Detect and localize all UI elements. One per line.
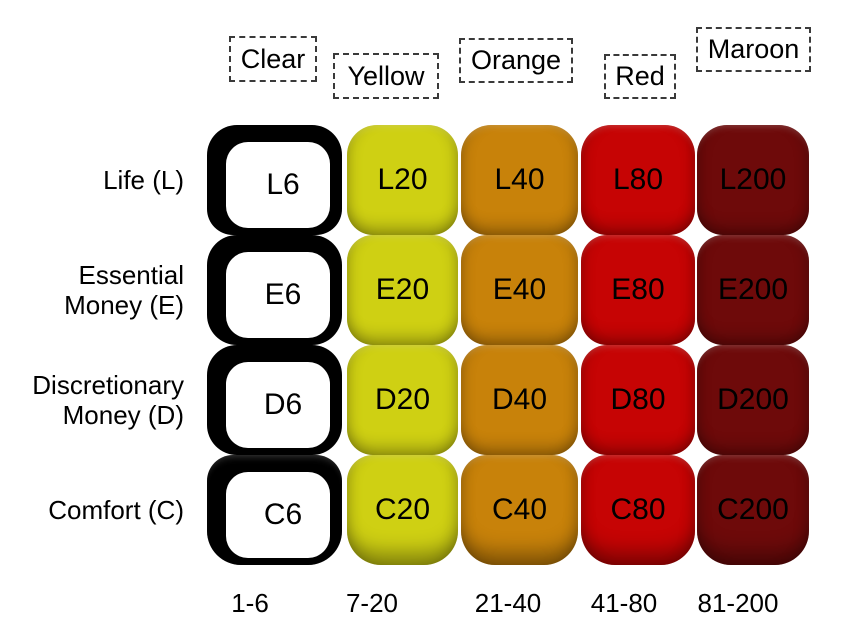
cell-C200: C200 (697, 455, 809, 565)
cell-label: E20 (375, 273, 430, 306)
row-label-essential: Essential Money (E) (64, 259, 184, 320)
column-header-label: Clear (240, 43, 306, 74)
cell-label: D20 (374, 383, 431, 416)
cell-C80: C80 (581, 455, 695, 565)
row-label-discretionary: Discretionary Money (D) (32, 369, 184, 430)
range-label-red: 41-80 (590, 588, 658, 618)
cell-label: L20 (377, 163, 428, 196)
cell-label: E6 (264, 278, 302, 311)
cell-label: C6 (263, 498, 303, 531)
column-header-label: Orange (470, 45, 562, 75)
cell-D20: D20 (347, 345, 458, 455)
cell-C20: C20 (347, 455, 458, 565)
cell-label: L40 (494, 163, 545, 196)
column-header-label: Red (615, 61, 665, 91)
cell-label: D80 (610, 383, 666, 416)
cell-D200: D200 (697, 345, 809, 455)
cell-label: L80 (612, 163, 664, 196)
cell-label: L6 (266, 168, 300, 201)
cell-E20: E20 (347, 235, 458, 345)
cell-D40: D40 (461, 345, 578, 455)
cell-C40: C40 (461, 455, 578, 565)
row-label-comfort: Comfort (C) (48, 494, 184, 525)
cell-L80: L80 (581, 125, 695, 235)
cell-label: C80 (610, 493, 666, 526)
column-header-label: Maroon (707, 34, 800, 64)
range-label-orange: 21-40 (474, 588, 542, 618)
column-header-maroon: Maroon (696, 27, 811, 72)
range-label-clear: 1-6 (231, 588, 269, 618)
cell-label: D40 (491, 383, 548, 416)
column-header-yellow: Yellow (333, 53, 439, 99)
cell-D6: D6 (207, 345, 342, 455)
column-red: L80 E80 D80 C80 (581, 125, 695, 565)
column-header-red: Red (604, 54, 676, 99)
cell-face: C6 (226, 472, 330, 558)
cell-L40: L40 (461, 125, 578, 235)
cell-label: C200 (717, 493, 789, 526)
cell-E40: E40 (461, 235, 578, 345)
cell-face: D6 (226, 362, 330, 448)
cell-label: C20 (374, 493, 431, 526)
cell-label: D200 (717, 383, 789, 416)
cell-E6: E6 (207, 235, 342, 345)
column-header-orange: Orange (459, 38, 573, 83)
cell-E200: E200 (697, 235, 809, 345)
cell-D80: D80 (581, 345, 695, 455)
cell-L200: L200 (697, 125, 809, 235)
column-orange: L40 E40 D40 C40 (461, 125, 578, 565)
cell-E80: E80 (581, 235, 695, 345)
cell-L20: L20 (347, 125, 458, 235)
column-header-label: Yellow (347, 60, 425, 91)
cell-L6: L6 (207, 125, 342, 235)
cell-label: E200 (717, 273, 789, 306)
range-label-maroon: 81-200 (697, 588, 779, 618)
cell-label: D6 (263, 388, 303, 421)
cell-label: C40 (491, 493, 548, 526)
cell-face: E6 (226, 252, 330, 338)
row-label-life: Life (L) (103, 164, 184, 195)
column-maroon: L200 E200 D200 C200 (697, 125, 809, 565)
column-header-clear: Clear (229, 36, 317, 82)
range-label-yellow: 7-20 (345, 588, 399, 618)
column-clear: L6 E6 D6 C6 (207, 125, 342, 565)
column-yellow: L20 E20 D20 C20 (347, 125, 458, 565)
cell-label: E80 (611, 273, 665, 306)
cell-C6: C6 (207, 455, 342, 565)
cell-face: L6 (226, 142, 330, 228)
cell-label: E40 (492, 273, 547, 306)
cell-label: L200 (719, 163, 787, 196)
